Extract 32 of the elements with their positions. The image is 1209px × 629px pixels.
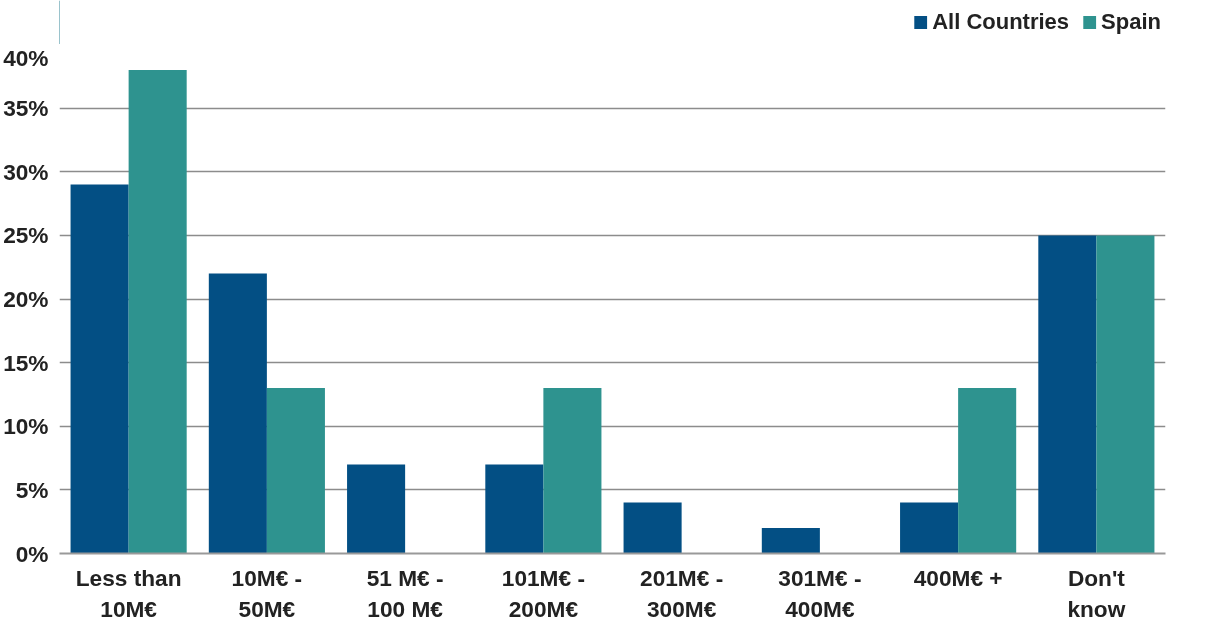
bar: [128, 69, 187, 554]
bar: [485, 464, 544, 554]
y-tick-label: 25%: [3, 222, 49, 249]
x-tick-label: 201M€ - 300M€: [640, 564, 724, 622]
bar: [1038, 235, 1097, 554]
x-tick-label: 400M€ +: [913, 564, 1003, 591]
bar: [623, 502, 682, 554]
bar: [208, 273, 267, 554]
x-tick-label: 101M€ - 200M€: [501, 564, 585, 622]
legend-label: All Countries: [932, 9, 1070, 35]
bar: [543, 388, 602, 554]
bar: [266, 388, 325, 554]
x-tick-label: 10M€ - 50M€: [231, 564, 303, 622]
y-tick-label: 40%: [3, 44, 49, 71]
y-tick-label: 0%: [15, 540, 49, 567]
y-tick-label: 35%: [3, 95, 49, 122]
bar: [761, 528, 820, 554]
y-tick-label: 5%: [15, 476, 49, 503]
legend-label: Spain: [1101, 9, 1161, 35]
x-tick-label: 51 M€ - 100 M€: [366, 564, 444, 622]
x-tick-label: Less than 10M€: [75, 564, 182, 622]
y-tick-label: 10%: [3, 413, 49, 440]
bar: [70, 184, 129, 554]
y-tick-label: 30%: [3, 158, 49, 185]
y-tick-label: 15%: [3, 349, 49, 376]
bar: [347, 464, 406, 554]
x-tick-label: 301M€ - 400M€: [778, 564, 862, 622]
bar: [1096, 235, 1155, 554]
bar: [958, 388, 1017, 554]
x-tick-label: Don't know: [1067, 564, 1126, 622]
y-tick-label: 20%: [3, 286, 49, 312]
bar: [900, 502, 959, 554]
